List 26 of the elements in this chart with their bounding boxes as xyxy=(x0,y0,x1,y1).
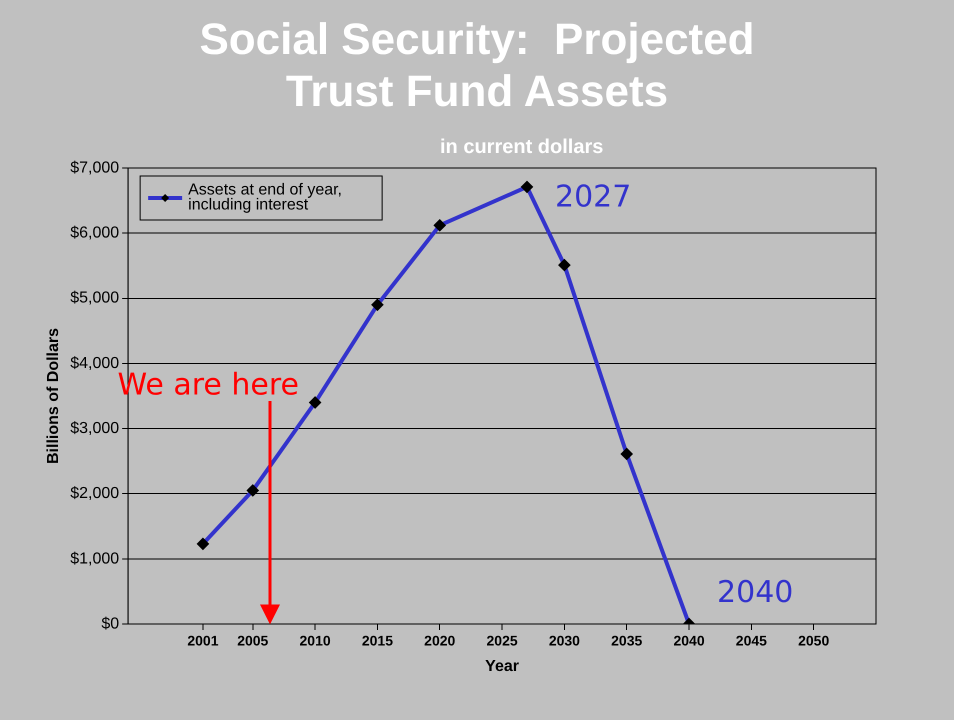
y-tick-label: $3,000 xyxy=(70,420,120,437)
x-tick-label: 2040 xyxy=(673,632,705,648)
chart-subtitle: in current dollars xyxy=(440,136,604,159)
x-axis-title: Year xyxy=(485,658,519,675)
x-tick-label: 2001 xyxy=(187,632,219,648)
y-tick-label: $2,000 xyxy=(70,485,120,502)
y-axis-title: Billions of Dollars xyxy=(45,328,62,464)
x-tick-label: 2025 xyxy=(486,632,518,648)
annotation: 2040 xyxy=(717,574,794,610)
y-tick-label: $0 xyxy=(101,615,120,632)
y-tick-label: $5,000 xyxy=(70,290,120,307)
legend-label: Assets at end of year, including interest xyxy=(188,181,342,214)
x-tick-label: 2005 xyxy=(237,632,269,648)
x-tick-label: 2010 xyxy=(300,632,331,648)
x-tick-label: 2045 xyxy=(736,632,768,648)
x-tick-label: 2015 xyxy=(362,632,394,648)
chart-title: Social Security: Projected Trust Fund Assets xyxy=(198,14,756,118)
y-tick-label: $1,000 xyxy=(70,550,120,568)
annotation: 2027 xyxy=(554,180,632,215)
x-tick-label: 2020 xyxy=(424,632,456,648)
y-tick-label: $4,000 xyxy=(70,354,120,372)
y-tick-label: $6,000 xyxy=(70,224,120,242)
y-tick-label: $7,000 xyxy=(70,159,120,176)
x-tick-label: 2050 xyxy=(798,632,830,648)
x-tick-label: 2030 xyxy=(548,632,580,648)
x-tick-label: 2035 xyxy=(611,632,642,648)
